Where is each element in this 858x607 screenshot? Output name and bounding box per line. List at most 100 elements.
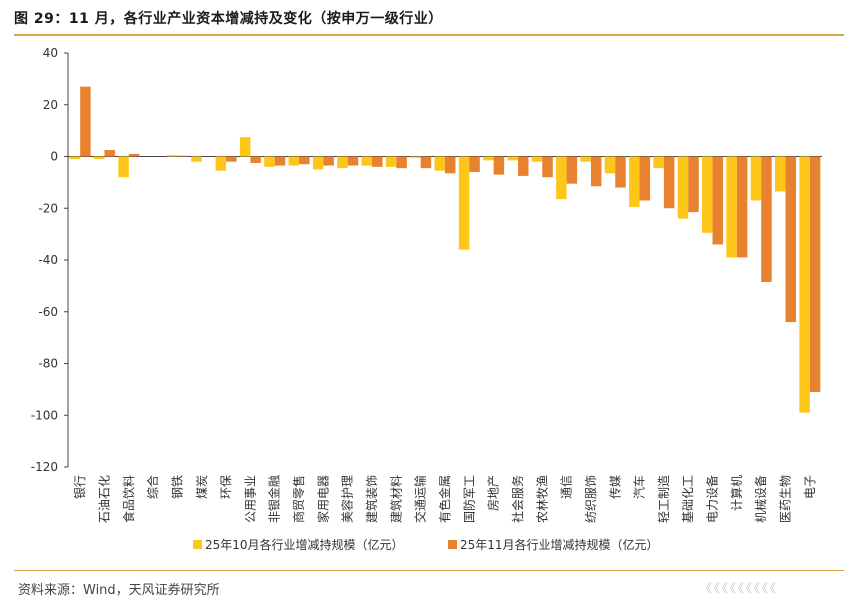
y-tick-label: -60 <box>38 305 58 319</box>
y-tick-label: -20 <box>38 201 58 215</box>
bar-nov-1 <box>104 150 115 157</box>
x-category-label: 交通运输 <box>413 475 428 523</box>
figure-title: 图 29：11 月，各行业产业资本增减持及变化（按申万一级行业） <box>14 11 443 27</box>
bar-nov-15 <box>445 156 456 174</box>
y-tick-label: 20 <box>43 98 58 112</box>
bar-oct-2 <box>118 156 129 178</box>
bar-oct-22 <box>604 156 616 174</box>
x-category-label: 基础化工 <box>681 475 695 523</box>
x-category-label: 家用电器 <box>315 475 330 523</box>
bar-oct-14 <box>410 156 421 158</box>
bar-nov-17 <box>493 156 505 175</box>
bar-nov-11 <box>347 156 359 166</box>
bar-nov-25 <box>688 156 699 213</box>
y-tick-label: 0 <box>50 150 58 164</box>
chart-legend: 25年10月各行业增减持规模（亿元） 25年11月各行业增减持规模（亿元） <box>193 537 659 552</box>
y-axis-ticks: 40 20 0 -20 -40 -60 -80 -100 -120 <box>31 46 68 474</box>
bar-nov-30 <box>809 156 821 392</box>
bar-nov-4 <box>177 155 188 157</box>
bar-oct-27 <box>726 156 737 258</box>
bar-oct-18 <box>507 156 518 161</box>
bar-oct-0 <box>69 156 81 160</box>
bar-oct-19 <box>531 156 543 162</box>
bar-nov-28 <box>761 156 772 282</box>
bar-nov-7 <box>250 156 261 163</box>
legend-swatch-oct <box>193 540 202 549</box>
chart-axes <box>67 53 822 467</box>
bar-oct-4 <box>166 155 178 157</box>
bar-nov-12 <box>372 156 383 167</box>
x-category-label: 建筑装饰 <box>364 475 379 523</box>
x-category-label: 机械设备 <box>753 475 768 523</box>
bar-nov-6 <box>226 156 237 162</box>
bar-chart: 40 20 0 -20 -40 -60 -80 -100 -120 银行 石油石化 食品饮料 综合 钢铁… <box>31 46 822 552</box>
y-tick-label: -100 <box>31 408 58 422</box>
x-category-label: 钢铁 <box>170 475 184 499</box>
bar-nov-14 <box>420 156 432 169</box>
bar-oct-1 <box>93 156 105 160</box>
y-tick-label: -120 <box>31 460 58 474</box>
bar-nov-13 <box>396 156 407 169</box>
x-category-label: 纺织服饰 <box>584 475 598 523</box>
x-category-label: 有色金属 <box>437 475 452 523</box>
bar-oct-8 <box>264 156 275 167</box>
bar-oct-12 <box>361 156 373 166</box>
x-category-label: 环保 <box>219 475 233 499</box>
bar-oct-21 <box>580 156 591 162</box>
x-category-label: 非银金融 <box>267 475 282 523</box>
watermark: 《《《《《《《《《 <box>700 581 779 595</box>
bar-oct-9 <box>288 156 300 166</box>
bar-oct-24 <box>653 156 664 169</box>
x-category-label: 汽车 <box>632 475 647 499</box>
legend-label-oct: 25年10月各行业增减持规模（亿元） <box>205 537 404 552</box>
bar-oct-26 <box>702 156 713 233</box>
bar-nov-19 <box>542 156 553 178</box>
x-category-label: 石油石化 <box>97 475 111 523</box>
x-category-label: 电力设备 <box>706 475 720 523</box>
bar-nov-8 <box>274 156 286 166</box>
bar-nov-27 <box>736 156 748 258</box>
bar-nov-9 <box>299 156 310 165</box>
x-category-label: 传媒 <box>607 475 622 499</box>
x-category-label: 计算机 <box>729 475 744 511</box>
bar-nov-2 <box>128 153 140 157</box>
x-category-label: 通信 <box>560 475 574 499</box>
x-category-label: 农林牧渔 <box>535 475 549 523</box>
x-axis-labels: 银行 石油石化 食品饮料 综合 钢铁 煤炭 环保 公用事业 非银金融 商贸零售 家用电器 美容护理 建筑… <box>73 475 817 523</box>
bottom-rule <box>14 570 844 571</box>
legend-label-nov: 25年11月各行业增减持规模（亿元） <box>460 537 659 552</box>
bar-oct-11 <box>337 156 348 169</box>
chart-bars <box>69 86 821 413</box>
x-category-label: 房地产 <box>486 475 501 511</box>
x-category-label: 美容护理 <box>340 475 355 523</box>
bar-oct-15 <box>434 156 445 171</box>
bar-oct-28 <box>750 156 762 201</box>
bar-oct-16 <box>458 156 470 250</box>
x-category-label: 国防军工 <box>461 475 476 523</box>
bar-nov-10 <box>323 156 334 166</box>
bar-nov-0 <box>80 86 91 157</box>
x-category-label: 银行 <box>73 475 87 499</box>
bar-nov-20 <box>566 156 578 184</box>
bar-nov-24 <box>663 156 675 209</box>
x-category-label: 建筑材料 <box>388 475 403 523</box>
x-category-label: 医药生物 <box>779 475 793 523</box>
bar-oct-25 <box>677 156 689 219</box>
x-category-label: 社会服务 <box>510 475 525 523</box>
bar-oct-6 <box>215 156 227 171</box>
bar-oct-30 <box>799 156 810 413</box>
bar-oct-13 <box>385 156 397 167</box>
bar-oct-17 <box>483 156 494 161</box>
x-category-label: 食品饮料 <box>121 475 136 523</box>
bar-oct-7 <box>239 137 251 157</box>
x-category-label: 综合 <box>145 475 160 499</box>
x-category-label: 电子 <box>803 475 817 499</box>
y-tick-label: -40 <box>38 253 58 267</box>
bar-oct-20 <box>556 156 567 200</box>
bar-oct-23 <box>629 156 640 207</box>
bar-nov-21 <box>590 156 602 187</box>
bar-oct-10 <box>312 156 324 170</box>
bar-oct-29 <box>775 156 786 192</box>
bar-nov-26 <box>712 156 724 245</box>
bar-nov-18 <box>517 156 529 176</box>
